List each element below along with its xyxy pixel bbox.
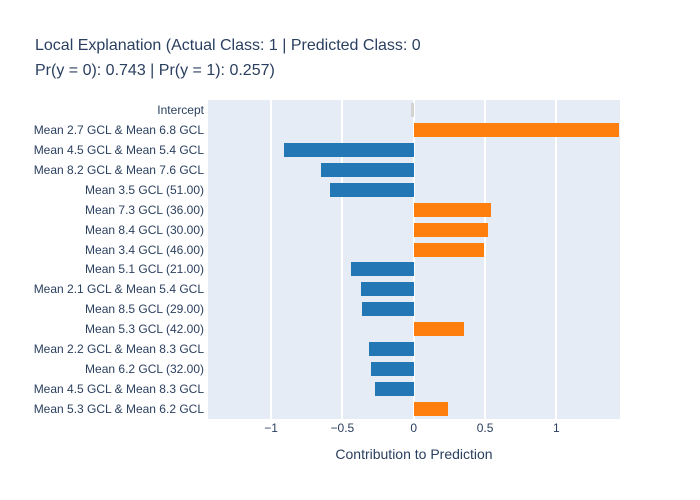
gridline-x-0.5 xyxy=(484,100,487,419)
chart-title-line1: Local Explanation (Actual Class: 1 | Pre… xyxy=(35,37,421,54)
bar-mean-6.2-gcl-32.00- xyxy=(370,362,414,377)
bar-mean-4.5-gcl-mean-8.3-gcl xyxy=(375,382,414,397)
y-tick-label: Mean 3.5 GCL (51.00) xyxy=(85,182,204,197)
bar-mean-3.4-gcl-46.00- xyxy=(413,242,484,257)
y-tick-label: Mean 5.1 GCL (21.00) xyxy=(85,262,204,277)
chart-title-line2: Pr(y = 0): 0.743 | Pr(y = 1): 0.257) xyxy=(35,62,275,79)
gridline-x-1 xyxy=(555,100,558,419)
y-tick-label: Mean 6.2 GCL (32.00) xyxy=(85,362,204,377)
gridline-x-−0.5 xyxy=(341,100,344,419)
bar-mean-5.3-gcl-mean-6.2-gcl xyxy=(413,402,448,417)
y-tick-label: Mean 8.5 GCL (29.00) xyxy=(85,302,204,317)
y-tick-label: Mean 3.4 GCL (46.00) xyxy=(85,242,204,257)
y-tick-label: Mean 5.3 GCL (42.00) xyxy=(85,322,204,337)
x-tick-label: 0.5 xyxy=(476,421,494,435)
x-tick-label: 0 xyxy=(410,421,418,435)
y-tick-label: Mean 2.7 GCL & Mean 6.8 GCL xyxy=(33,122,204,137)
y-tick-label: Mean 2.1 GCL & Mean 5.4 GCL xyxy=(33,282,204,297)
y-tick-label: Mean 5.3 GCL & Mean 6.2 GCL xyxy=(33,402,204,417)
y-tick-label: Mean 4.5 GCL & Mean 5.4 GCL xyxy=(33,142,204,157)
bar-mean-8.5-gcl-29.00- xyxy=(362,302,414,317)
bar-intercept xyxy=(410,102,414,117)
bar-mean-7.3-gcl-36.00- xyxy=(413,202,491,217)
x-axis-title: Contribution to Prediction xyxy=(335,446,493,462)
bar-mean-2.1-gcl-mean-5.4-gcl xyxy=(360,282,414,297)
y-tick-label: Mean 7.3 GCL (36.00) xyxy=(85,202,204,217)
y-tick-label: Mean 4.5 GCL & Mean 8.3 GCL xyxy=(33,382,204,397)
y-tick-label: Mean 8.2 GCL & Mean 7.6 GCL xyxy=(33,162,204,177)
gridline-x-0 xyxy=(412,100,415,419)
bar-mean-3.5-gcl-51.00- xyxy=(329,182,414,197)
bar-mean-8.2-gcl-mean-7.6-gcl xyxy=(320,162,414,177)
bar-mean-5.1-gcl-21.00- xyxy=(350,262,414,277)
x-tick-label: 1 xyxy=(553,421,560,435)
bar-mean-4.5-gcl-mean-5.4-gcl xyxy=(283,142,414,157)
y-tick-label: Mean 8.4 GCL (30.00) xyxy=(85,222,204,237)
bar-mean-2.7-gcl-mean-6.8-gcl xyxy=(413,122,620,137)
bar-mean-8.4-gcl-30.00- xyxy=(413,222,488,237)
x-tick-label: −1 xyxy=(264,421,278,435)
bar-mean-5.3-gcl-42.00- xyxy=(413,322,464,337)
chart-title: Local Explanation (Actual Class: 1 | Pre… xyxy=(35,33,421,83)
y-tick-label: Intercept xyxy=(157,102,204,117)
gridline-x-−1 xyxy=(270,100,273,419)
plot-area xyxy=(208,100,620,419)
x-tick-label: −0.5 xyxy=(330,421,355,435)
y-tick-label: Mean 2.2 GCL & Mean 8.3 GCL xyxy=(33,342,204,357)
bar-mean-2.2-gcl-mean-8.3-gcl xyxy=(369,342,414,357)
